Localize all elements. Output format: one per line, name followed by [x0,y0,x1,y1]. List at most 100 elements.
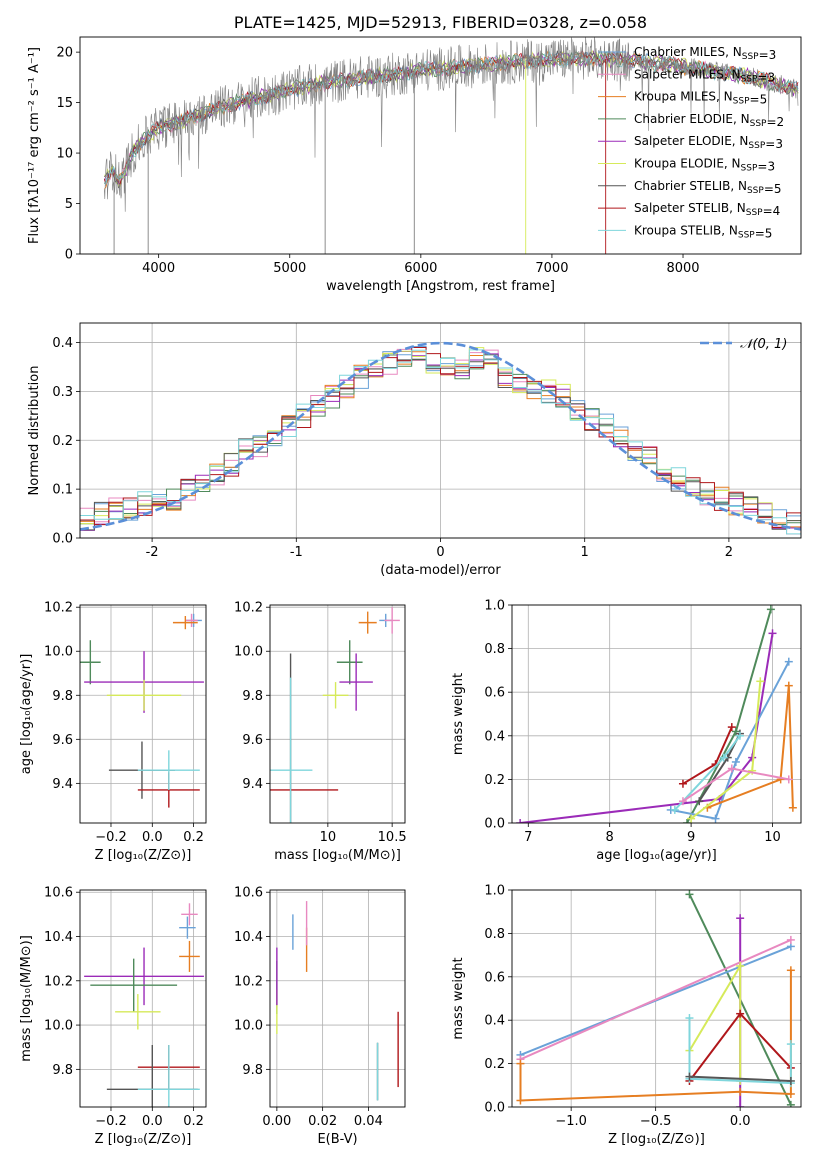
text-run: Chabrier ELODIE, N [634,112,750,126]
y-tick-label: 10.2 [234,974,263,989]
y-axis-label: Normed distribution [27,366,42,496]
axes-frame [511,889,802,1108]
y-tick-label: 1.0 [484,884,505,899]
plot-area [270,607,400,823]
x-tick-label: −1.0 [555,1114,587,1129]
text-run: Salpeter STELIB, N [634,201,746,215]
y-tick-label: 9.8 [52,689,73,704]
x-tick-label: −0.5 [640,1114,672,1129]
y-axis-label: mass [log₁₀(M/M⊙)] [19,935,34,1062]
text-run: Salpeter MILES, N [634,67,741,81]
x-tick-label: −0.2 [95,1114,127,1129]
chart-spectrum: 4000 5000 6000 7000 8000 0 5 10 15 20 wavelength [… [27,13,802,294]
y-tick-label: 9.8 [242,1063,263,1078]
x-tick-label: 2 [725,545,733,560]
axes-frame [79,889,207,1108]
x-tick-label: 0.04 [354,1114,383,1129]
x-tick-label: 0.0 [142,1114,163,1129]
subscript: SSP [741,164,758,174]
legend-label: Kroupa ELODIE, NSSP=3 [634,157,775,174]
x-tick-label: -2 [146,545,159,560]
plot-area [80,613,204,808]
subscript: SSP [741,74,758,84]
legend-label: Kroupa STELIB, NSSP=5 [634,223,772,240]
weight-line [520,938,792,1061]
weight-line [688,1018,792,1085]
y-tick-label: 0.3 [52,385,73,400]
x-tick-label: -1 [290,545,303,560]
y-tick-label: 0.2 [484,1057,505,1072]
axes-frame [79,322,802,539]
legend-label: Chabrier STELIB, NSSP=5 [634,179,782,196]
plot-area [103,37,799,254]
subscript: SSP [750,119,767,129]
text-run: Chabrier MILES, N [634,45,742,59]
x-tick-label: 4000 [142,261,175,276]
x-tick-label: −0.2 [95,830,127,845]
text-run: =5 [764,182,782,196]
legend-label: Chabrier MILES, NSSP=3 [634,45,776,62]
y-tick-label: 0.4 [484,729,505,744]
y-tick-label: 20 [56,46,73,61]
x-axis-label: Z [log₁₀(Z/Z⊙)] [95,1132,192,1147]
text-run: =3 [757,70,775,84]
x-tick-label: 9 [687,830,695,845]
text-run: =3 [757,160,775,174]
plot-area [516,890,795,1107]
plot-area [84,903,204,1107]
x-tick-label: 0.00 [262,1114,291,1129]
chart-mass_vs_Z: −0.2 0.0 0.2 9.8 10.0 10.2 10.4 10.6 Z [log₁₀(Z/… [19,886,207,1147]
x-tick-label: 8 [606,830,614,845]
x-tick-label: 0.02 [308,1114,337,1129]
y-tick-label: 15 [56,96,73,111]
legend-label: Chabrier ELODIE, NSSP=2 [634,112,784,129]
legend-label: Salpeter ELODIE, NSSP=3 [634,134,783,151]
y-tick-label: 9.6 [242,733,263,748]
text-run: Chabrier STELIB, N [634,179,747,193]
y-tick-label: 9.8 [242,689,263,704]
x-axis-label: (data-model)/error [380,563,501,578]
plot-area [516,605,797,823]
x-axis-label: Z [log₁₀(Z/Z⊙)] [95,848,192,863]
y-tick-label: 0.0 [484,817,505,832]
x-tick-label: 7 [524,830,532,845]
x-tick-label: 7000 [535,261,568,276]
text-run: Kroupa ELODIE, N [634,157,741,171]
x-tick-label: 5000 [273,261,306,276]
y-tick-label: 9.6 [52,733,73,748]
y-tick-label: 10.0 [44,645,73,660]
text-run: =3 [765,137,783,151]
y-tick-label: 0.2 [52,434,73,449]
text-run: =2 [766,115,784,129]
y-tick-label: 10 [56,147,73,162]
y-tick-label: 9.4 [52,777,73,792]
y-tick-label: 10.0 [234,1019,263,1034]
x-axis-label: age [log₁₀(age/yr)] [596,848,717,863]
legend-label: Kroupa MILES, NSSP=5 [634,90,767,107]
y-axis-label: mass weight [451,673,466,755]
chart-title: PLATE=1425, MJD=52913, FIBERID=0328, z=0… [234,13,647,32]
x-tick-label: 0 [436,545,444,560]
y-tick-label: 10.2 [44,974,73,989]
x-axis-label: wavelength [Angstrom, rest frame] [326,279,555,294]
x-tick-label: 0.0 [142,830,163,845]
y-tick-label: 10.4 [44,930,73,945]
x-tick-label: 6000 [404,261,437,276]
weight-line [707,685,794,809]
subscript: SSP [747,186,764,196]
y-tick-label: 9.8 [52,1063,73,1078]
y-tick-label: 0.0 [52,532,73,547]
x-tick-label: 10.5 [378,830,407,845]
x-tick-label: 1 [581,545,589,560]
x-tick-label: 0.2 [183,1114,204,1129]
y-tick-label: 0.6 [484,970,505,985]
subscript: SSP [748,141,765,151]
axes-frame [79,604,207,824]
y-tick-label: 0.0 [484,1101,505,1116]
chart-weight_vs_age: 7 8 9 10 0.0 0.2 0.4 0.6 0.8 1.0 age [log₁₀(age/yr… [451,599,802,863]
y-tick-label: 0.6 [484,686,505,701]
chart-age_vs_mass: 10 10.5 9.4 9.6 9.8 10.0 10.2 mass [log₁₀(M/M⊙)… [234,601,407,863]
y-tick-label: 10.6 [44,886,73,901]
x-axis-label: mass [log₁₀(M/M⊙)] [274,848,401,863]
